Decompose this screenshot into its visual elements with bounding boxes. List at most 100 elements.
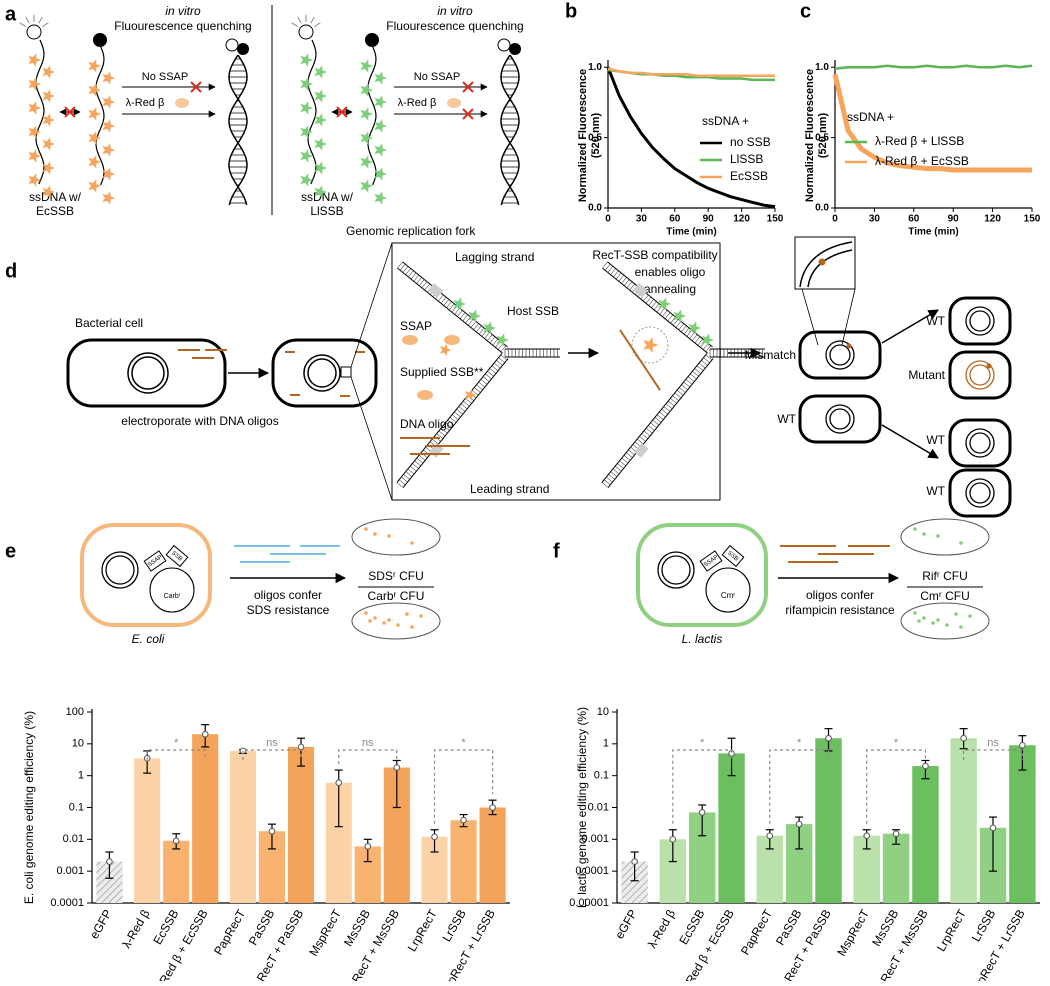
rung	[476, 325, 482, 333]
rung	[652, 419, 660, 426]
legend-label: λ-Red β + LlSSB	[875, 134, 964, 148]
rung	[443, 425, 450, 431]
rung	[607, 266, 614, 273]
legend-label: no SSB	[730, 135, 771, 149]
rung	[621, 457, 629, 464]
rung	[492, 338, 498, 346]
rung	[484, 332, 490, 339]
arrow	[881, 309, 939, 344]
rung	[446, 301, 452, 308]
cell	[798, 394, 882, 444]
rung	[659, 411, 666, 418]
colony	[922, 616, 926, 620]
cell	[948, 296, 1012, 346]
significance-bracket	[672, 749, 733, 824]
x-tick-label: 120	[733, 214, 750, 225]
dsdna	[228, 54, 248, 206]
ssb-protein	[102, 71, 115, 85]
subtitle: Fluourescence quenching	[386, 19, 523, 33]
label: WT	[926, 433, 945, 447]
label: Leading strand	[470, 482, 549, 496]
rung	[697, 338, 703, 346]
significance-bracket	[963, 749, 1023, 760]
colony	[373, 532, 377, 536]
rung	[656, 414, 664, 420]
marker-label: Cmʳ	[721, 591, 735, 600]
rung	[676, 389, 684, 396]
ratio-top: SDSʳ CFU	[368, 569, 424, 583]
mean-point	[489, 804, 496, 811]
ratio-bottom: Carbʳ CFU	[368, 589, 425, 603]
rung	[473, 323, 479, 330]
fluorophore	[298, 24, 314, 40]
gene	[721, 544, 745, 568]
rung	[500, 354, 508, 361]
schematic	[396, 261, 1012, 518]
colony	[945, 623, 949, 627]
ssb-protein	[102, 191, 115, 205]
rung	[673, 318, 679, 326]
bar	[450, 820, 477, 903]
rung	[460, 403, 468, 409]
mean-point	[989, 824, 997, 832]
rung	[474, 387, 481, 393]
mean-point	[1019, 741, 1026, 749]
chromosome	[969, 310, 991, 332]
mismatch-site	[986, 363, 992, 369]
rung	[645, 427, 653, 434]
mean-point	[669, 836, 677, 843]
strand	[607, 358, 714, 488]
rung	[679, 387, 686, 393]
rung	[645, 296, 652, 304]
ssb-protein	[300, 173, 313, 187]
strand	[602, 267, 708, 354]
y-tick-label: 0.001	[56, 865, 84, 877]
panel-label: e	[5, 540, 16, 562]
y-tick-label: 1	[78, 770, 84, 782]
ssb-protein	[496, 333, 509, 347]
x-tick-label: LrSSB	[439, 907, 468, 944]
glow	[297, 16, 302, 24]
y-tick-label: 0.5	[588, 132, 602, 143]
strand-label: ssDNA w/	[301, 190, 354, 204]
chromosome	[829, 344, 851, 366]
y-tick-label: 0.1	[594, 770, 609, 782]
rung	[683, 327, 690, 335]
ssb-protein	[102, 167, 115, 181]
y-tick-label: 1.0	[815, 62, 829, 73]
glow	[19, 22, 26, 28]
rung	[478, 327, 485, 335]
colony	[959, 541, 963, 545]
colony	[936, 618, 940, 622]
chromosome	[829, 408, 851, 430]
cell	[636, 523, 768, 627]
bar	[134, 758, 161, 903]
ssb-protein	[314, 89, 327, 103]
dish	[351, 602, 441, 640]
mean-point	[335, 779, 343, 787]
rung	[421, 281, 428, 289]
ssb-protein	[360, 131, 373, 145]
rung	[668, 400, 675, 407]
strand-label: EcSSB	[36, 204, 74, 218]
oligo	[619, 329, 661, 391]
colony	[917, 619, 921, 623]
rung	[608, 474, 615, 480]
oligos	[234, 545, 340, 563]
rung	[436, 433, 444, 439]
mismatch-site	[846, 343, 852, 349]
quencher	[237, 43, 249, 55]
arrow	[881, 424, 939, 459]
block	[64, 106, 76, 118]
bar	[192, 734, 219, 903]
ssb-protein	[42, 89, 55, 103]
chromosome	[965, 478, 995, 508]
significance-label: *	[894, 737, 899, 749]
plasmid	[705, 567, 751, 613]
rung	[672, 395, 679, 401]
label: enables oligo	[635, 265, 706, 279]
colony	[931, 621, 935, 625]
rung	[610, 471, 618, 477]
rung	[489, 368, 497, 374]
x-tick-label: PaSSB	[246, 907, 277, 948]
